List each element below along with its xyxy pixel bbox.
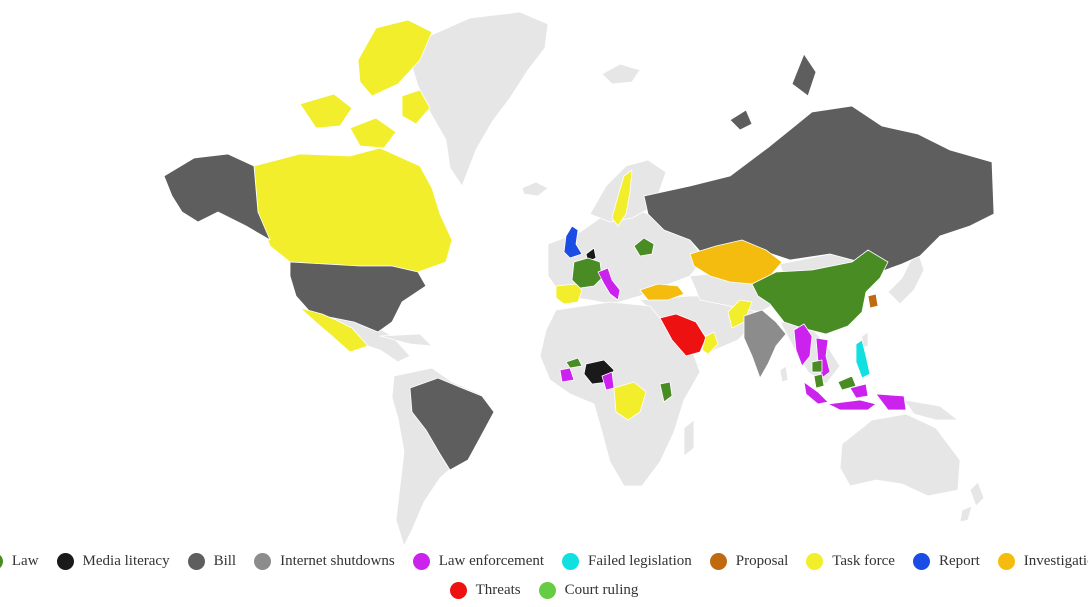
- legend-label: Report: [938, 553, 980, 569]
- legend-label: Investigation: [1023, 553, 1088, 569]
- sweden[interactable]: [611, 169, 633, 227]
- legend-swatch-law: [0, 553, 3, 570]
- legend-item-media-literacy[interactable]: Media literacy: [56, 553, 170, 570]
- legend-label: Bill: [213, 553, 237, 569]
- legend-label: Failed legislation: [588, 553, 692, 569]
- south-korea[interactable]: [867, 293, 879, 309]
- legend-swatch-media-literacy: [56, 553, 74, 570]
- legend-swatch-report: [912, 553, 930, 570]
- japan[interactable]: [887, 251, 925, 305]
- alaska[interactable]: [163, 153, 271, 241]
- madagascar[interactable]: [683, 419, 695, 457]
- legend: Law Media literacy Bill Internet shutdowns L…: [0, 547, 1088, 605]
- legend-row-1: Law Media literacy Bill Internet shutdowns L…: [0, 547, 1088, 576]
- saudi-arabia[interactable]: [659, 313, 707, 357]
- iceland[interactable]: [521, 181, 549, 197]
- legend-label: Proposal: [735, 553, 789, 569]
- papua-new-guinea[interactable]: [903, 399, 959, 421]
- legend-swatch-proposal: [709, 553, 727, 570]
- indonesia[interactable]: [803, 381, 907, 411]
- myanmar[interactable]: [793, 323, 813, 367]
- legend-item-bill[interactable]: Bill: [187, 553, 237, 570]
- legend-swatch-failed-legislation: [562, 553, 580, 570]
- legend-label: Task force: [832, 553, 895, 569]
- legend-label: Internet shutdowns: [280, 553, 395, 569]
- russia[interactable]: [643, 105, 995, 273]
- mexico[interactable]: [299, 307, 369, 353]
- oman[interactable]: [701, 331, 719, 355]
- sri-lanka[interactable]: [779, 365, 789, 383]
- india[interactable]: [743, 309, 787, 379]
- legend-item-law[interactable]: Law: [0, 553, 39, 570]
- cote-divoire[interactable]: [559, 367, 575, 383]
- legend-label: Media literacy: [82, 553, 170, 569]
- legend-item-internet-shutdowns[interactable]: Internet shutdowns: [254, 553, 395, 570]
- novaya-zemlya[interactable]: [729, 53, 817, 131]
- legend-swatch-investigation: [997, 553, 1015, 570]
- legend-label: Court ruling: [564, 582, 639, 598]
- canadian-arctic-archipelago[interactable]: [299, 19, 433, 149]
- cambodia[interactable]: [811, 359, 823, 373]
- legend-swatch-court-ruling: [538, 582, 556, 599]
- legend-item-report[interactable]: Report: [912, 553, 980, 570]
- philippines[interactable]: [855, 339, 871, 379]
- spain[interactable]: [555, 283, 583, 305]
- legend-label: Threats: [475, 582, 521, 598]
- legend-item-law-enforcement[interactable]: Law enforcement: [412, 553, 545, 570]
- legend-item-investigation[interactable]: Investigation: [997, 553, 1088, 570]
- legend-swatch-bill: [187, 553, 205, 570]
- france[interactable]: [571, 257, 603, 289]
- legend-swatch-law-enforcement: [412, 553, 430, 570]
- pakistan[interactable]: [727, 299, 753, 329]
- malaysia[interactable]: [813, 373, 857, 391]
- belarus[interactable]: [633, 237, 655, 257]
- caribbean-islands[interactable]: [379, 333, 433, 347]
- new-zealand[interactable]: [959, 481, 985, 523]
- legend-swatch-internet-shutdowns: [254, 553, 272, 570]
- dr-congo[interactable]: [613, 381, 647, 421]
- kenya[interactable]: [659, 381, 673, 403]
- legend-item-task-force[interactable]: Task force: [806, 553, 895, 570]
- united-states[interactable]: [289, 261, 427, 333]
- burkina-faso[interactable]: [565, 357, 583, 369]
- italy[interactable]: [597, 267, 621, 301]
- turkey[interactable]: [639, 283, 685, 301]
- united-kingdom[interactable]: [563, 225, 583, 259]
- legend-label: Law: [11, 553, 39, 569]
- svalbard[interactable]: [601, 63, 641, 85]
- china[interactable]: [751, 249, 889, 335]
- legend-row-2: Threats Court ruling: [0, 576, 1088, 605]
- brazil[interactable]: [409, 377, 495, 471]
- legend-item-failed-legislation[interactable]: Failed legislation: [562, 553, 692, 570]
- legend-item-threats[interactable]: Threats: [449, 582, 521, 599]
- legend-swatch-task-force: [806, 553, 824, 570]
- legend-label: Law enforcement: [438, 553, 545, 569]
- legend-item-court-ruling[interactable]: Court ruling: [538, 582, 639, 599]
- australia[interactable]: [839, 413, 961, 497]
- greenland[interactable]: [409, 11, 549, 187]
- legend-swatch-threats: [449, 582, 467, 599]
- canada[interactable]: [253, 147, 453, 273]
- legend-item-proposal[interactable]: Proposal: [709, 553, 789, 570]
- world-map: [163, 11, 995, 545]
